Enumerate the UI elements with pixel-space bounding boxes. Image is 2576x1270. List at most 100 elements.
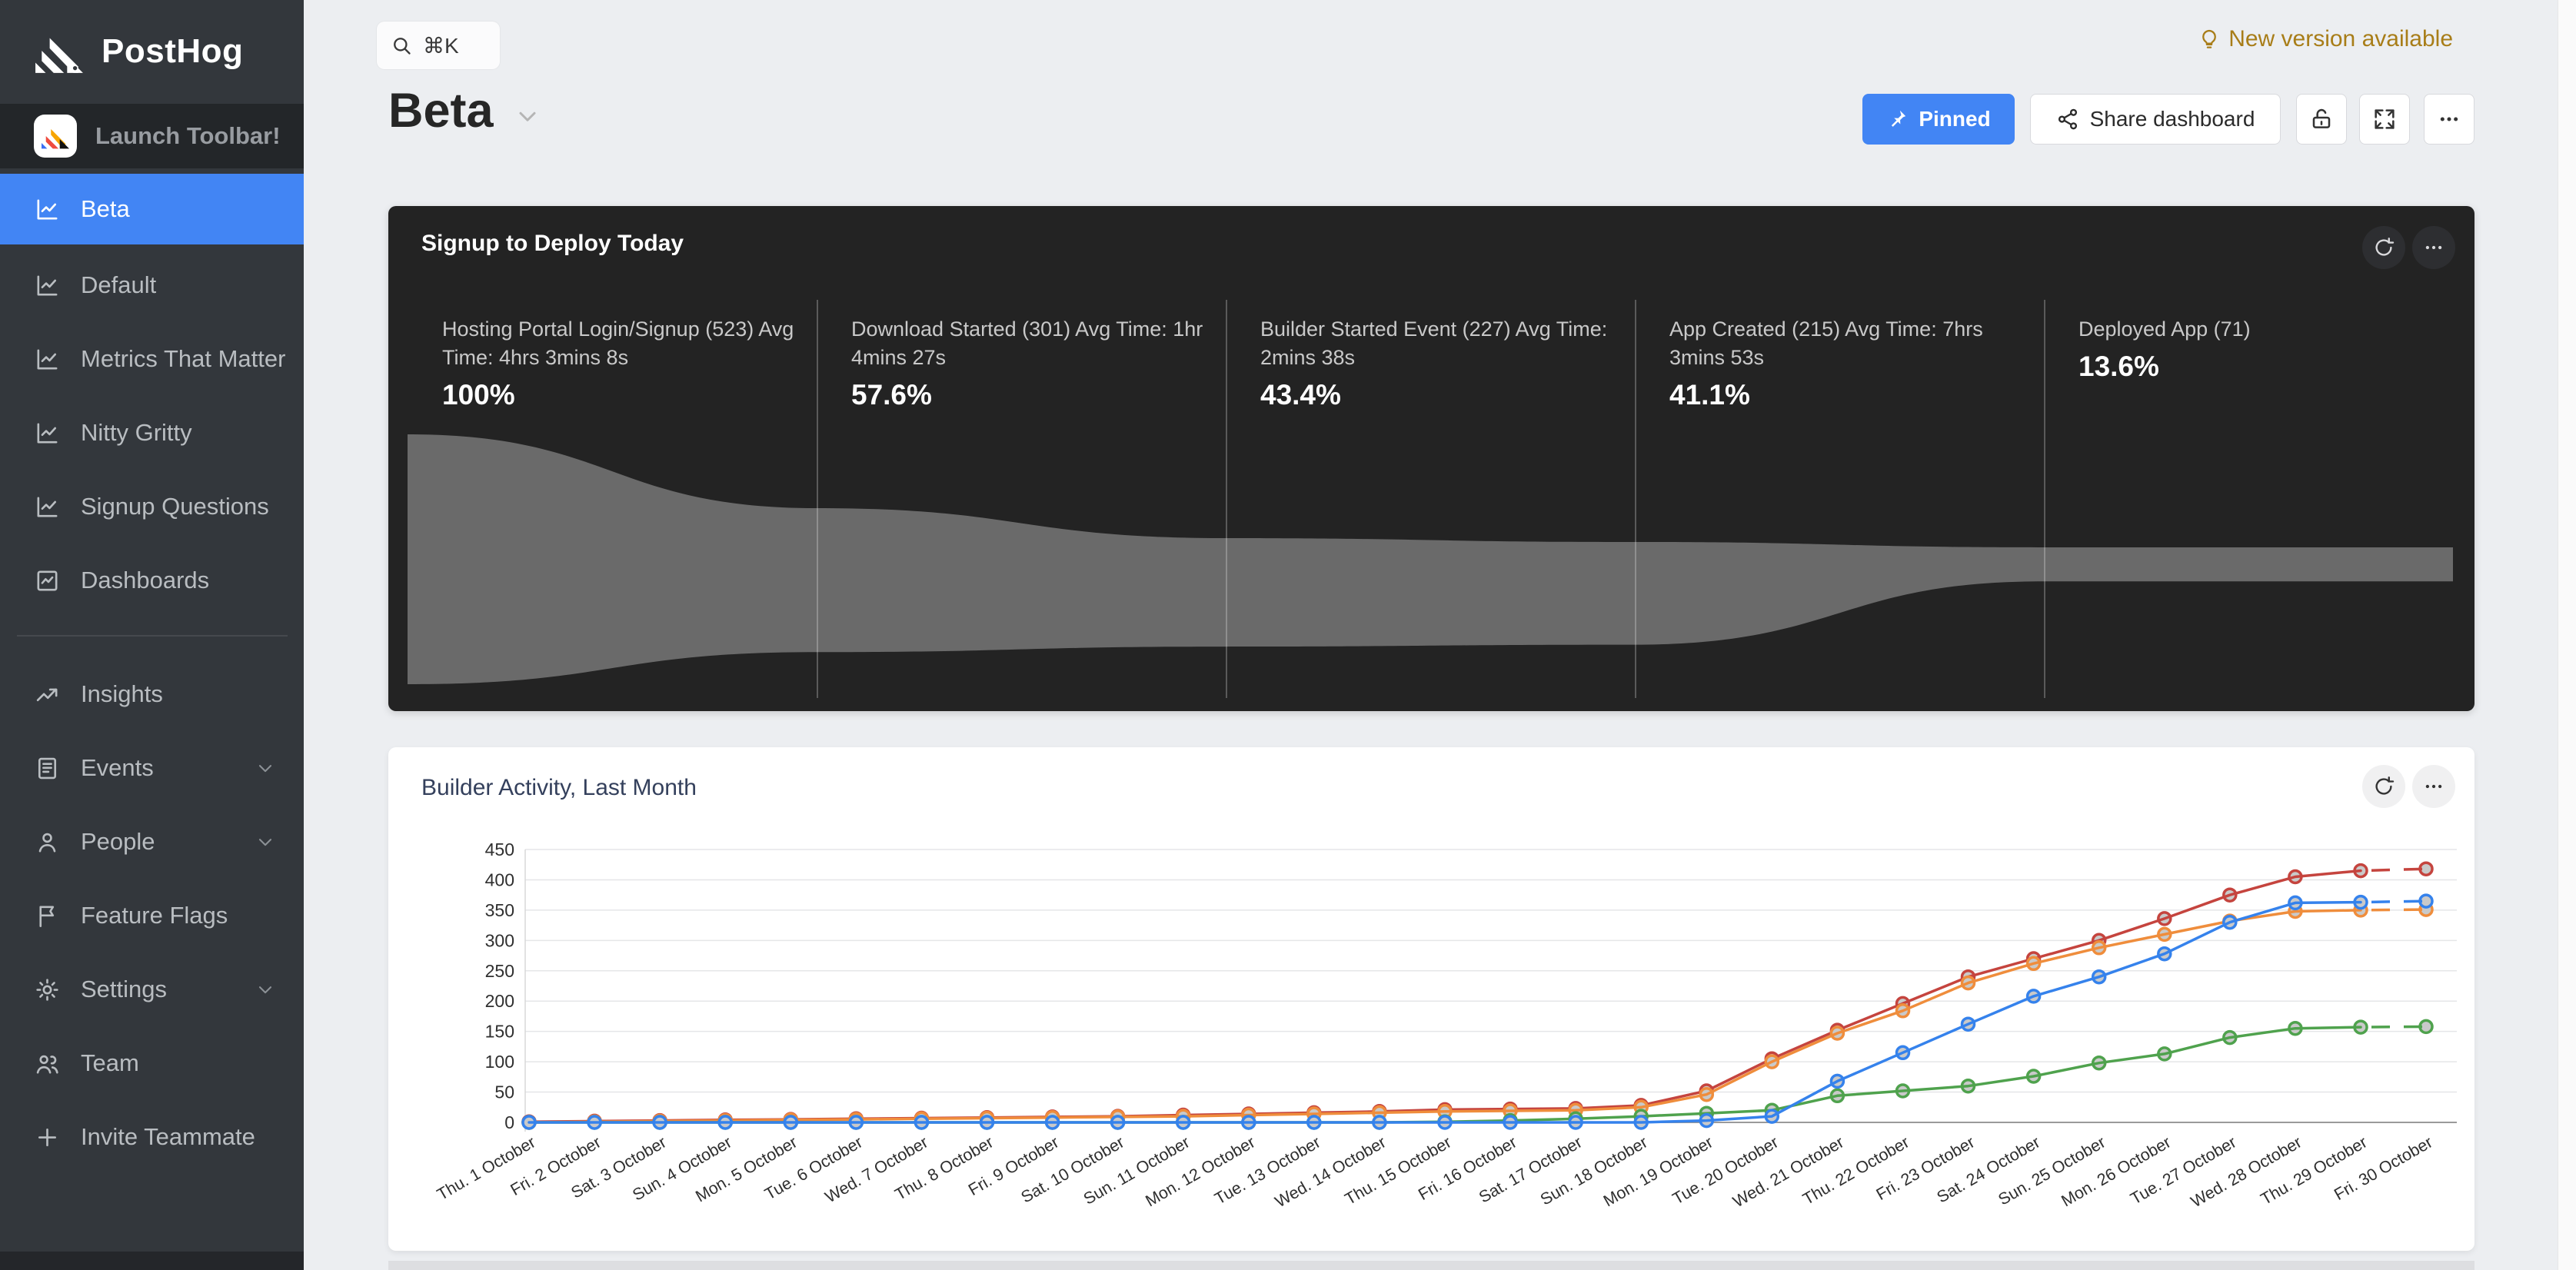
ellipsis-icon (2440, 117, 2458, 121)
sidebar-item-metrics-that-matter[interactable]: Metrics That Matter (0, 322, 304, 396)
chevron-down-icon[interactable] (255, 831, 276, 853)
launch-toolbar-button[interactable]: Launch Toolbar! (0, 104, 304, 168)
trending-up-icon (36, 688, 58, 701)
plus-icon (38, 1128, 57, 1146)
refresh-icon (2375, 776, 2395, 795)
series-orange (521, 902, 2434, 1130)
share-label: Share dashboard (2089, 107, 2255, 131)
sidebar-item-label: People (81, 828, 155, 855)
sidebar-item-label: Feature Flags (81, 902, 228, 929)
pinned-label: Pinned (1919, 107, 1991, 131)
funnel-separator (817, 300, 818, 698)
svg-text:Mon. 26 October: Mon. 26 October (2058, 1133, 2175, 1211)
series-blue (521, 893, 2434, 1130)
funnel-card-title: Signup to Deploy Today (421, 231, 684, 256)
sidebar-item-label: Beta (81, 195, 130, 222)
new-version-link[interactable]: New version available (2198, 26, 2453, 52)
sidebar-item-signup-questions[interactable]: Signup Questions (0, 470, 304, 544)
fullscreen-button[interactable] (2359, 94, 2410, 145)
sidebar-item-label: Events (81, 754, 154, 781)
pinned-button[interactable]: Pinned (1862, 94, 2015, 145)
svg-text:450: 450 (485, 839, 514, 859)
svg-text:150: 150 (485, 1022, 514, 1042)
line-chart-icon (37, 349, 58, 369)
event-list-icon (38, 757, 57, 779)
funnel-step-label: Builder Started Event (227) Avg Time: 2m… (1260, 318, 1608, 369)
sidebar-item-label: Invite Teammate (81, 1123, 255, 1150)
sidebar-item-label: Default (81, 271, 157, 298)
launch-toolbar-label: Launch Toolbar! (95, 122, 281, 149)
sidebar-item-label: Metrics That Matter (81, 345, 286, 372)
sidebar-item-default[interactable]: Default (0, 248, 304, 322)
scrollbar-track[interactable] (2558, 0, 2576, 1270)
funnel-step: Deployed App (71) 13.6% (2078, 315, 2448, 383)
chevron-down-icon[interactable] (255, 979, 276, 1000)
sidebar: PostHog Launch Toolbar! Beta Default (0, 0, 304, 1270)
search-input[interactable]: ⌘K (377, 22, 500, 69)
funnel-step: Builder Started Event (227) Avg Time: 2m… (1260, 315, 1629, 411)
logo[interactable]: PostHog (0, 0, 304, 103)
svg-text:0: 0 (504, 1112, 514, 1132)
line-chart-icon (37, 275, 58, 295)
funnel-separator (2044, 300, 2045, 698)
svg-text:400: 400 (485, 869, 514, 889)
sidebar-item-dashboards[interactable]: Dashboards (0, 544, 304, 617)
svg-text:Mon. 12 October: Mon. 12 October (1143, 1133, 1259, 1211)
svg-text:Sun. 18 October: Sun. 18 October (1537, 1133, 1651, 1209)
sidebar-item-invite-teammate[interactable]: Invite Teammate (0, 1100, 304, 1174)
person-icon (38, 833, 56, 852)
sidebar-footer (0, 1252, 304, 1270)
funnel-separator (1635, 300, 1636, 698)
posthog-logo-icon (35, 38, 83, 73)
framed-chart-icon (37, 570, 58, 590)
funnel-step-label: Deployed App (71) (2078, 318, 2251, 341)
sidebar-item-nitty-gritty[interactable]: Nitty Gritty (0, 396, 304, 470)
new-version-label: New version available (2228, 26, 2453, 52)
card-more-button[interactable] (2412, 765, 2455, 808)
svg-text:Wed. 21 October: Wed. 21 October (1729, 1133, 1846, 1212)
sidebar-item-events[interactable]: Events (0, 731, 304, 805)
sidebar-item-label: Settings (81, 976, 168, 1002)
sidebar-item-settings[interactable]: Settings (0, 952, 304, 1026)
search-icon (394, 38, 411, 55)
expand-icon (2375, 109, 2395, 129)
svg-text:Wed. 28 October: Wed. 28 October (2188, 1133, 2305, 1212)
funnel-step: App Created (215) Avg Time: 7hrs 3mins 5… (1669, 315, 2039, 411)
svg-text:Sun. 25 October: Sun. 25 October (1995, 1133, 2109, 1209)
sidebar-item-label: Signup Questions (81, 493, 269, 520)
sidebar-item-label: Insights (81, 680, 163, 707)
refresh-button[interactable] (2362, 765, 2405, 808)
svg-text:Mon. 19 October: Mon. 19 October (1600, 1133, 1716, 1211)
chevron-down-icon[interactable] (255, 757, 276, 779)
sidebar-item-team[interactable]: Team (0, 1026, 304, 1100)
sidebar-item-beta[interactable]: Beta (0, 174, 304, 244)
svg-text:Wed. 14 October: Wed. 14 October (1272, 1133, 1389, 1212)
chart-card: Builder Activity, Last Month 0 50 100 150 20… (388, 747, 2474, 1251)
funnel-step: Download Started (301) Avg Time: 1hr 4mi… (851, 315, 1220, 411)
sidebar-item-label: Dashboards (81, 567, 210, 593)
team-icon (36, 1055, 58, 1073)
svg-text:300: 300 (485, 930, 514, 950)
card-more-button[interactable] (2412, 226, 2455, 269)
share-dashboard-button[interactable]: Share dashboard (2030, 94, 2281, 145)
sidebar-item-insights[interactable]: Insights (0, 657, 304, 731)
sidebar-item-feature-flags[interactable]: Feature Flags (0, 879, 304, 952)
svg-text:100: 100 (485, 1052, 514, 1072)
line-chart-icon (37, 199, 58, 219)
svg-text:50: 50 (494, 1082, 514, 1102)
logo-text: PostHog (102, 32, 244, 70)
series-red (521, 861, 2434, 1129)
ellipsis-icon (2425, 784, 2442, 789)
dashboard-title: Beta (388, 83, 541, 138)
funnel-step-label: App Created (215) Avg Time: 7hrs 3mins 5… (1669, 318, 1983, 369)
funnel-step-percent: 43.4% (1260, 379, 1341, 411)
sidebar-item-label: Team (81, 1049, 139, 1076)
lock-button[interactable] (2296, 94, 2347, 145)
funnel-step-percent: 57.6% (851, 379, 932, 411)
refresh-button[interactable] (2362, 226, 2405, 269)
sidebar-item-people[interactable]: People (0, 805, 304, 879)
chevron-down-icon[interactable] (514, 102, 541, 130)
more-options-button[interactable] (2424, 94, 2474, 145)
flag-icon (39, 906, 55, 927)
